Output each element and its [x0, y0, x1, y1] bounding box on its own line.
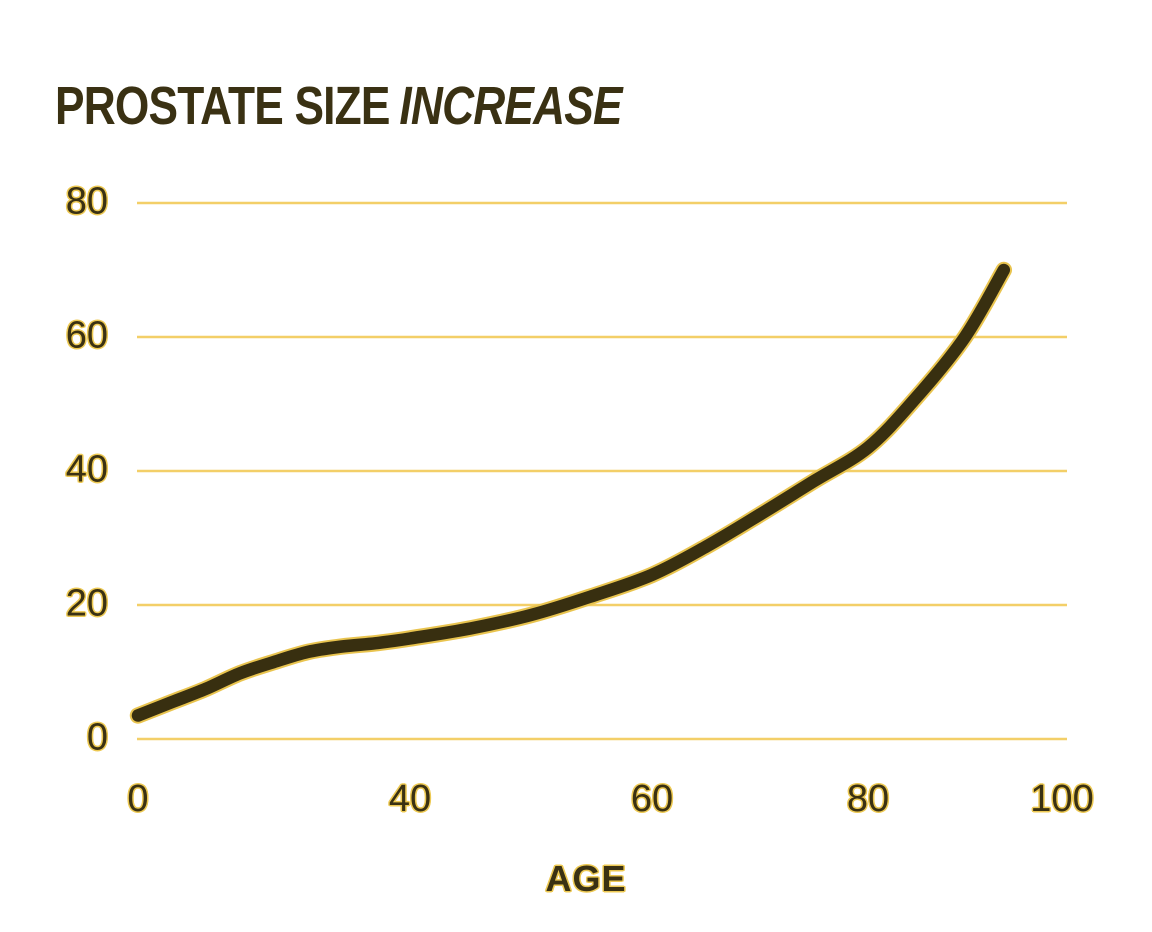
chart-title-emphasis: INCREASE: [399, 76, 622, 136]
curve-prostate-volume: [131, 263, 1011, 722]
y-tick-label-40: 40: [65, 448, 108, 491]
y-tick-label-20: 20: [65, 582, 108, 625]
chart-title: PROSTATE SIZE INCREASE: [55, 76, 623, 136]
x-axis-title: AGE: [545, 858, 627, 899]
y-tick-label-80: 80: [65, 180, 108, 223]
x-tick-label-0: 0: [127, 778, 149, 820]
x-tick-label-60: 60: [630, 778, 674, 820]
y-tick-label-0: 0: [86, 716, 108, 759]
x-tick-label-100: 100: [1030, 778, 1094, 820]
y-tick-label-60: 60: [65, 314, 108, 357]
x-tick-label-40: 40: [388, 778, 432, 820]
x-tick-label-80: 80: [846, 778, 890, 820]
chart-title-main: PROSTATE SIZE: [55, 76, 390, 136]
